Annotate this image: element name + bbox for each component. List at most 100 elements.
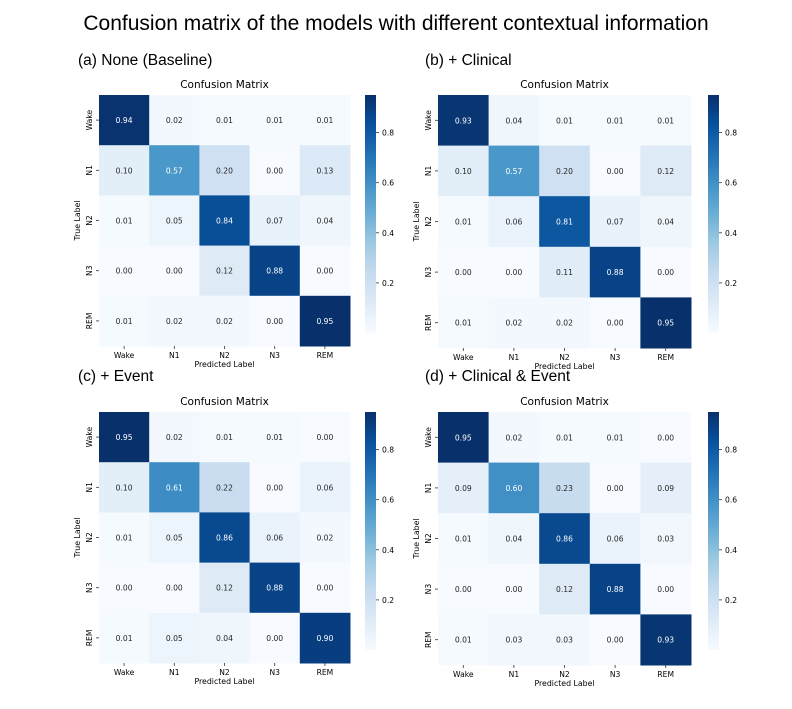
panel-label-d: (d) + Clinical & Event [425,368,571,385]
x-tick-label: REM [317,668,334,677]
cell-value-label: 0.88 [607,585,624,594]
y-tick-label: N3 [424,267,433,278]
confusion-matrix-panel-3: Confusion Matrix 0.95 0.02 0.01 0.01 0.00 0.09… [412,396,737,688]
cell-value-label: 0.02 [556,319,573,328]
heatmap-cell-N3-N2 [539,246,591,298]
cell-value-label: 0.01 [116,217,133,226]
cell-value-label: 0.22 [216,483,233,492]
cell-value-label: 0.02 [166,317,183,326]
cell-value-label: 0.00 [607,167,624,176]
cell-value-label: 0.03 [505,636,522,645]
cell-value-label: 0.00 [266,317,283,326]
cell-value-label: 0.10 [116,483,133,492]
heatmap-cell-N3-N1 [149,562,200,614]
heatmap-cell-N2-Wake [438,513,490,565]
heatmap-cell-N1-Wake [99,145,150,196]
colorbar-tick-label: 0.6 [382,179,394,188]
cell-value-label: 0.00 [166,267,183,276]
cell-value-label: 0.00 [266,634,283,643]
y-axis-label: True Label [73,517,82,558]
cell-value-label: 0.04 [316,217,333,226]
heatmap-cell-N3-Wake [99,245,150,297]
colorbar-tick-label: 0.8 [382,446,394,455]
heatmap-cell-N1-N3 [589,462,641,514]
heatmap-cell-N3-N3 [589,246,641,298]
heatmap-cell-Wake-N3 [249,95,301,146]
x-tick-label: N2 [219,351,230,360]
cell-value-label: 0.00 [607,484,624,493]
heatmap-cell-N2-Wake [99,512,150,564]
confusion-matrix-panel-0: Confusion Matrix 0.94 0.02 0.01 0.01 0.01 0.10… [73,79,394,369]
x-tick-label: N1 [509,670,520,679]
cell-value-label: 0.86 [216,534,233,543]
heatmap-cell-Wake-N2 [539,95,591,147]
cell-value-label: 0.94 [116,116,133,125]
heatmap-title: Confusion Matrix [180,79,269,91]
colorbar [708,412,719,650]
heatmap-cell-N1-REM [640,462,692,514]
cell-value-label: 0.95 [455,433,472,442]
heatmap-cell-N2-N3 [589,196,641,248]
colorbar-tick-label: 0.2 [725,279,737,288]
cell-value-label: 0.01 [556,433,573,442]
heatmap-cell-REM-N1 [149,295,200,347]
y-tick-label: N3 [85,582,94,593]
cell-value-label: 0.09 [455,484,472,493]
colorbar-tick-label: 0.2 [382,596,394,605]
heatmap-cell-N2-REM [640,513,692,565]
cell-value-label: 0.01 [657,116,674,125]
heatmap-title: Confusion Matrix [520,79,609,91]
heatmap-cell-N3-Wake [438,246,490,298]
heatmap-cell-N2-REM [640,196,692,248]
heatmap-cell-Wake-Wake [99,95,150,146]
heatmap-cell-N3-REM [640,563,692,615]
figure-title: Confusion matrix of the models with diff… [83,12,709,35]
heatmap-cell-N3-N1 [488,563,540,615]
cell-value-label: 0.05 [166,217,183,226]
y-tick-label: N1 [424,165,433,176]
heatmap-cell-N1-N2 [199,462,251,513]
colorbar-tick-label: 0.4 [725,546,737,555]
y-axis-label: True Label [73,200,82,241]
heatmap-cell-REM-N3 [589,614,641,666]
heatmap-cell-N1-Wake [438,145,490,197]
cell-value-label: 0.02 [216,317,233,326]
y-axis-label: True Label [412,518,421,559]
heatmap-cell-N2-N1 [149,512,200,564]
cell-value-label: 0.00 [455,268,472,277]
heatmap-cell-N1-N3 [589,145,641,197]
heatmap-cell-Wake-REM [299,95,351,146]
cell-value-label: 0.00 [657,268,674,277]
cell-value-label: 0.23 [556,484,573,493]
x-tick-label: N3 [610,353,621,362]
cell-value-label: 0.01 [607,116,624,125]
cell-value-label: 0.01 [266,433,283,442]
heatmap-cell-REM-REM [299,612,351,664]
colorbar-tick-label: 0.6 [382,496,394,505]
cell-value-label: 0.01 [556,116,573,125]
colorbar-tick-label: 0.2 [725,596,737,605]
cell-value-label: 0.01 [116,534,133,543]
cell-value-label: 0.01 [116,317,133,326]
heatmap-cell-N2-N3 [589,513,641,565]
cell-value-label: 0.01 [216,433,233,442]
heatmap-cell-N2-N2 [199,512,251,564]
cell-value-label: 0.02 [505,319,522,328]
cell-value-label: 0.01 [455,319,472,328]
heatmap-cell-REM-N2 [199,295,251,347]
heatmap-cell-Wake-N2 [199,412,251,463]
cell-value-label: 0.84 [216,217,233,226]
heatmap-cell-N1-N3 [249,145,301,196]
cell-value-label: 0.00 [607,636,624,645]
x-tick-label: N1 [509,353,520,362]
cell-value-label: 0.01 [216,116,233,125]
heatmap-cell-REM-N3 [249,612,301,664]
heatmap-cell-REM-N1 [488,297,540,349]
cell-value-label: 0.09 [657,484,674,493]
x-tick-label: Wake [453,670,474,679]
heatmap-cell-N2-N2 [539,513,591,565]
x-tick-label: Wake [453,353,474,362]
cell-value-label: 0.06 [266,534,283,543]
y-axis-label: True Label [412,201,421,242]
heatmap-cell-N1-N2 [539,145,591,197]
